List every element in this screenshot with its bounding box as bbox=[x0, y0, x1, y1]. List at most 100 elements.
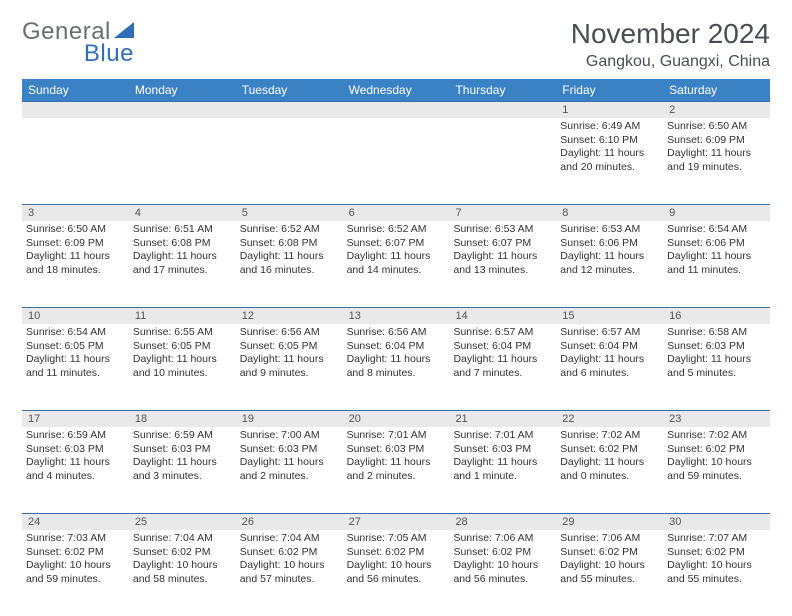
calendar-cell: Sunrise: 7:06 AMSunset: 6:02 PMDaylight:… bbox=[556, 530, 663, 616]
location: Gangkou, Guangxi, China bbox=[571, 53, 770, 71]
cell-day2: and 55 minutes. bbox=[560, 573, 659, 587]
calendar-cell bbox=[129, 118, 236, 204]
date-number: 21 bbox=[449, 411, 556, 427]
calendar-cell: Sunrise: 6:54 AMSunset: 6:06 PMDaylight:… bbox=[663, 221, 770, 307]
cell-day1: Daylight: 11 hours bbox=[26, 456, 125, 470]
cell-day2: and 14 minutes. bbox=[347, 264, 446, 278]
cell-sunset: Sunset: 6:08 PM bbox=[240, 237, 339, 251]
calendar-cell: Sunrise: 6:50 AMSunset: 6:09 PMDaylight:… bbox=[663, 118, 770, 204]
cell-sunset: Sunset: 6:02 PM bbox=[453, 546, 552, 560]
calendar-cell: Sunrise: 6:50 AMSunset: 6:09 PMDaylight:… bbox=[22, 221, 129, 307]
cell-day1: Daylight: 11 hours bbox=[453, 353, 552, 367]
cell-day2: and 17 minutes. bbox=[133, 264, 232, 278]
month-title: November 2024 bbox=[571, 18, 770, 50]
cell-day1: Daylight: 11 hours bbox=[347, 250, 446, 264]
date-number: 24 bbox=[22, 514, 129, 530]
cell-sunset: Sunset: 6:03 PM bbox=[240, 443, 339, 457]
date-number: 22 bbox=[556, 411, 663, 427]
cell-sunset: Sunset: 6:02 PM bbox=[26, 546, 125, 560]
cell-day1: Daylight: 11 hours bbox=[133, 250, 232, 264]
date-number: 16 bbox=[663, 308, 770, 324]
date-band: 10111213141516 bbox=[22, 308, 770, 324]
cell-day2: and 8 minutes. bbox=[347, 367, 446, 381]
calendar-cell: Sunrise: 6:54 AMSunset: 6:05 PMDaylight:… bbox=[22, 324, 129, 410]
cell-day1: Daylight: 10 hours bbox=[560, 559, 659, 573]
cell-day2: and 58 minutes. bbox=[133, 573, 232, 587]
cell-day2: and 2 minutes. bbox=[347, 470, 446, 484]
cell-day1: Daylight: 11 hours bbox=[26, 353, 125, 367]
cell-day1: Daylight: 11 hours bbox=[240, 456, 339, 470]
cell-day2: and 4 minutes. bbox=[26, 470, 125, 484]
date-number bbox=[129, 102, 236, 118]
cell-sunset: Sunset: 6:02 PM bbox=[133, 546, 232, 560]
cell-day2: and 11 minutes. bbox=[667, 264, 766, 278]
day-header: Friday bbox=[556, 79, 663, 101]
week-row: 17181920212223Sunrise: 6:59 AMSunset: 6:… bbox=[22, 410, 770, 513]
date-number: 19 bbox=[236, 411, 343, 427]
cell-sunrise: Sunrise: 6:53 AM bbox=[453, 223, 552, 237]
cell-day1: Daylight: 11 hours bbox=[560, 353, 659, 367]
cell-day1: Daylight: 11 hours bbox=[240, 250, 339, 264]
cell-day2: and 56 minutes. bbox=[347, 573, 446, 587]
calendar-cell bbox=[22, 118, 129, 204]
calendar-cell bbox=[236, 118, 343, 204]
date-number: 1 bbox=[556, 102, 663, 118]
calendar-cell: Sunrise: 6:59 AMSunset: 6:03 PMDaylight:… bbox=[129, 427, 236, 513]
cell-day2: and 2 minutes. bbox=[240, 470, 339, 484]
cell-sunrise: Sunrise: 6:56 AM bbox=[240, 326, 339, 340]
cell-day2: and 59 minutes. bbox=[26, 573, 125, 587]
date-band: 12 bbox=[22, 102, 770, 118]
brand-part2: Blue bbox=[84, 40, 134, 67]
cell-sunrise: Sunrise: 6:58 AM bbox=[667, 326, 766, 340]
cell-sunset: Sunset: 6:07 PM bbox=[453, 237, 552, 251]
date-number: 26 bbox=[236, 514, 343, 530]
cell-sunset: Sunset: 6:05 PM bbox=[26, 340, 125, 354]
cell-day2: and 9 minutes. bbox=[240, 367, 339, 381]
cell-sunrise: Sunrise: 6:52 AM bbox=[240, 223, 339, 237]
day-header: Tuesday bbox=[236, 79, 343, 101]
calendar-cell: Sunrise: 7:00 AMSunset: 6:03 PMDaylight:… bbox=[236, 427, 343, 513]
cell-day2: and 13 minutes. bbox=[453, 264, 552, 278]
date-number: 3 bbox=[22, 205, 129, 221]
cell-sunrise: Sunrise: 6:51 AM bbox=[133, 223, 232, 237]
calendar-cell: Sunrise: 7:07 AMSunset: 6:02 PMDaylight:… bbox=[663, 530, 770, 616]
cell-day1: Daylight: 11 hours bbox=[560, 250, 659, 264]
cell-day1: Daylight: 11 hours bbox=[453, 456, 552, 470]
calendar-cell: Sunrise: 6:57 AMSunset: 6:04 PMDaylight:… bbox=[449, 324, 556, 410]
cell-sunrise: Sunrise: 6:55 AM bbox=[133, 326, 232, 340]
cell-day1: Daylight: 11 hours bbox=[667, 147, 766, 161]
cell-day1: Daylight: 11 hours bbox=[347, 353, 446, 367]
date-number: 8 bbox=[556, 205, 663, 221]
cell-sunset: Sunset: 6:10 PM bbox=[560, 134, 659, 148]
cell-sunset: Sunset: 6:02 PM bbox=[240, 546, 339, 560]
week-row: 10111213141516Sunrise: 6:54 AMSunset: 6:… bbox=[22, 307, 770, 410]
cell-day2: and 5 minutes. bbox=[667, 367, 766, 381]
cell-day2: and 0 minutes. bbox=[560, 470, 659, 484]
calendar-cell: Sunrise: 7:03 AMSunset: 6:02 PMDaylight:… bbox=[22, 530, 129, 616]
date-number: 23 bbox=[663, 411, 770, 427]
date-number: 13 bbox=[343, 308, 450, 324]
cell-sunset: Sunset: 6:08 PM bbox=[133, 237, 232, 251]
cell-day2: and 20 minutes. bbox=[560, 161, 659, 175]
cell-sunrise: Sunrise: 6:49 AM bbox=[560, 120, 659, 134]
calendar-cell bbox=[343, 118, 450, 204]
calendar-cell: Sunrise: 6:53 AMSunset: 6:06 PMDaylight:… bbox=[556, 221, 663, 307]
day-header: Monday bbox=[129, 79, 236, 101]
cell-sunset: Sunset: 6:07 PM bbox=[347, 237, 446, 251]
cell-day1: Daylight: 10 hours bbox=[133, 559, 232, 573]
cell-sunset: Sunset: 6:03 PM bbox=[26, 443, 125, 457]
cell-sunset: Sunset: 6:02 PM bbox=[347, 546, 446, 560]
cell-sunrise: Sunrise: 7:04 AM bbox=[240, 532, 339, 546]
calendar-cell bbox=[449, 118, 556, 204]
cell-sunrise: Sunrise: 6:50 AM bbox=[667, 120, 766, 134]
title-block: November 2024 Gangkou, Guangxi, China bbox=[571, 18, 770, 71]
date-number: 2 bbox=[663, 102, 770, 118]
cell-day2: and 12 minutes. bbox=[560, 264, 659, 278]
cell-day2: and 55 minutes. bbox=[667, 573, 766, 587]
date-number: 11 bbox=[129, 308, 236, 324]
cell-day1: Daylight: 11 hours bbox=[560, 147, 659, 161]
header: General Blue November 2024 Gangkou, Guan… bbox=[22, 18, 770, 71]
cell-day2: and 16 minutes. bbox=[240, 264, 339, 278]
cell-sunrise: Sunrise: 7:02 AM bbox=[560, 429, 659, 443]
date-band: 3456789 bbox=[22, 205, 770, 221]
